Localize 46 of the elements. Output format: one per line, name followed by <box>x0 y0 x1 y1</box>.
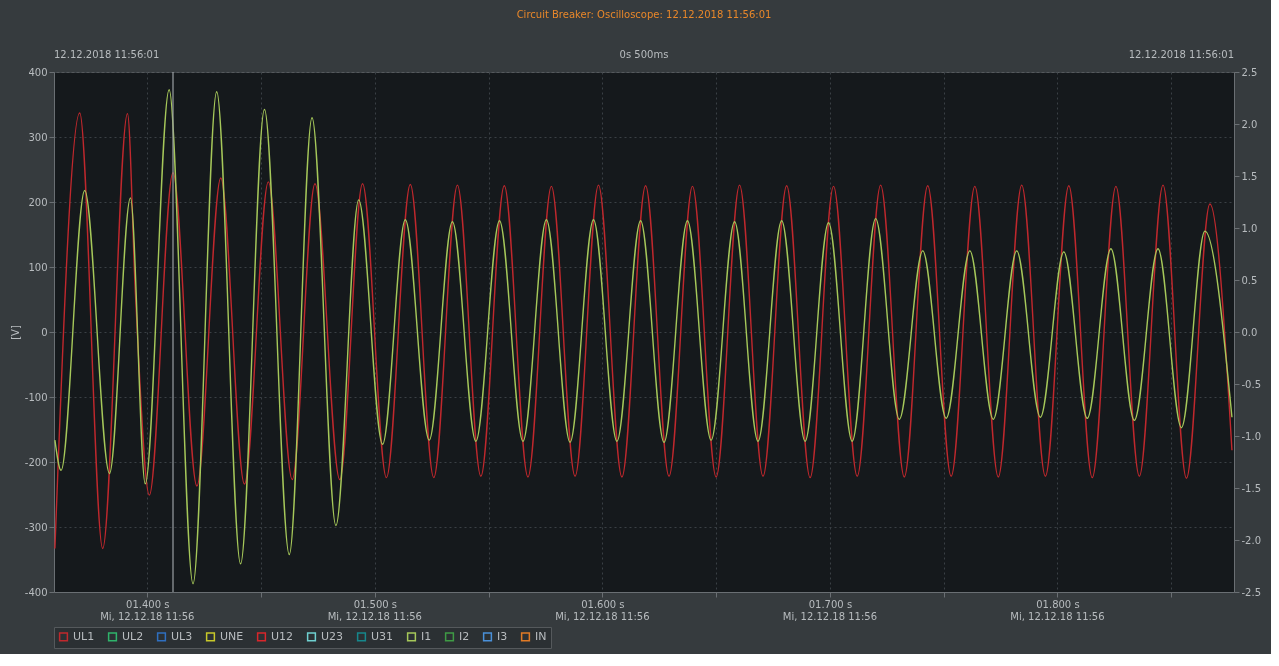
legend-label: U31 <box>371 629 394 643</box>
x-tick-label: 01.700 s <box>808 598 853 610</box>
text: Mi, 12.12.18 11:56 <box>782 611 878 622</box>
text: Mi, 12.12.18 11:56 <box>1010 611 1105 622</box>
legend-label: UL3 <box>171 629 193 643</box>
y2-tick-label: 1.5 <box>1241 170 1258 182</box>
y2-tick-label: 2.5 <box>1241 66 1258 78</box>
legend-label: UNE <box>220 629 244 643</box>
text: Mi, 12.12.18 11:56 <box>555 611 650 622</box>
text: 0s 500ms <box>619 49 669 60</box>
y-axis-title: [V] <box>9 325 21 340</box>
y-tick-label: -300 <box>24 521 48 533</box>
y-tick-label: 200 <box>28 196 48 208</box>
legend-label: I3 <box>497 629 508 643</box>
y-tick-label: 0 <box>41 326 48 338</box>
legend-label: I2 <box>459 629 470 643</box>
y-tick-label: 100 <box>28 261 48 273</box>
y-tick-label: 400 <box>28 66 48 78</box>
y2-tick-label: -1.0 <box>1241 430 1262 442</box>
chart-title: Circuit Breaker: Oscilloscope: 12.12.2018 11:56:01 <box>516 9 772 20</box>
legend-label: IN <box>535 629 547 643</box>
x-tick-label: 01.400 s <box>126 598 170 610</box>
x-tick-label: 01.600 s <box>581 598 625 610</box>
y-tick-label: -400 <box>24 586 48 598</box>
y-tick-label: 300 <box>28 131 48 143</box>
legend-label: UL1 <box>73 629 95 643</box>
text: Mi, 12.12.18 11:56 <box>327 611 422 622</box>
legend-label: UL2 <box>122 629 144 643</box>
y2-tick-label: 0.5 <box>1241 274 1258 286</box>
legend-label: U23 <box>321 629 344 643</box>
y2-tick-label: -1.5 <box>1241 482 1262 494</box>
y2-tick-label: -0.5 <box>1241 378 1262 390</box>
y2-tick-label: -2.0 <box>1241 534 1262 546</box>
legend-label: I1 <box>421 629 432 643</box>
y-tick-label: -100 <box>24 391 48 403</box>
y2-tick-label: 0.0 <box>1241 326 1258 338</box>
y-tick-label: -200 <box>24 456 48 468</box>
y2-tick-label: -2.5 <box>1241 586 1262 598</box>
text: Mi, 12.12.18 11:56 <box>100 611 195 622</box>
legend-label: U12 <box>271 629 294 643</box>
text: 12.12.2018 11:56:01 <box>54 49 160 60</box>
x-tick-label: 01.800 s <box>1036 598 1080 610</box>
text: 12.12.2018 11:56:01 <box>1128 49 1234 60</box>
y2-tick-label: 1.0 <box>1241 222 1258 234</box>
x-tick-label: 01.500 s <box>353 598 398 610</box>
y2-tick-label: 2.0 <box>1241 118 1258 130</box>
